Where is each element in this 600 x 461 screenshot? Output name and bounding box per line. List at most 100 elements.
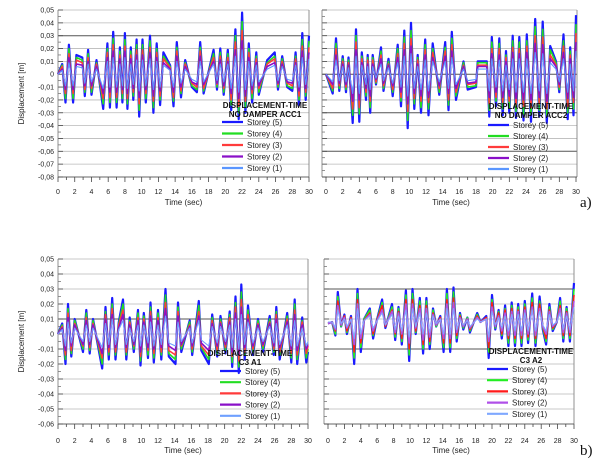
x-tick-label: 28 bbox=[554, 438, 562, 445]
x-tick-label: 4 bbox=[359, 438, 363, 445]
x-tick-label: 10 bbox=[406, 438, 414, 445]
x-tick-label: 0 bbox=[326, 438, 330, 445]
x-tick-label: 22 bbox=[505, 438, 513, 445]
x-tick-label: 4 bbox=[90, 189, 94, 196]
y-tick-label: 0,05 bbox=[40, 257, 54, 264]
y-tick-label: 0,05 bbox=[40, 8, 54, 15]
y-tick-label: -0,05 bbox=[38, 407, 54, 414]
series-line-1 bbox=[325, 51, 577, 97]
x-tick-label: 20 bbox=[221, 438, 229, 445]
x-tick-label: 6 bbox=[106, 189, 110, 196]
x-tick-label: 6 bbox=[374, 189, 378, 196]
x-axis-label: Time (sec) bbox=[165, 198, 203, 207]
y-tick-label: -0,01 bbox=[38, 347, 54, 354]
y-axis-label: Displacement [m] bbox=[17, 63, 26, 125]
x-tick-label: 0 bbox=[56, 189, 60, 196]
x-tick-label: 12 bbox=[422, 189, 430, 196]
chart-3: 0 2 4 6 8 10 12 14 16 18 20 22 24 26 28 300,050,040,030… bbox=[17, 257, 312, 456]
legend-entry: Storey (1) bbox=[512, 410, 547, 419]
legend-entry: Storey (3) bbox=[245, 389, 280, 398]
legend-title: NO DAMPER ACC2 bbox=[495, 111, 568, 120]
y-tick-label: 0,02 bbox=[40, 302, 54, 309]
x-tick-label: 26 bbox=[537, 438, 545, 445]
x-tick-label: 28 bbox=[555, 189, 563, 196]
series-line-2 bbox=[57, 39, 310, 100]
series-group bbox=[324, 15, 578, 130]
legend-entry: Storey (3) bbox=[247, 141, 282, 150]
y-tick-label: 0,02 bbox=[40, 46, 54, 53]
x-tick-label: 2 bbox=[341, 189, 345, 196]
legend-entry: Storey (4) bbox=[247, 130, 282, 139]
legend-title: DISPLACEMENT-TIME bbox=[208, 349, 293, 358]
x-tick-label: 12 bbox=[423, 438, 431, 445]
legend-entry: Storey (3) bbox=[512, 387, 547, 396]
x-tick-label: 18 bbox=[204, 438, 212, 445]
x-tick-label: 24 bbox=[255, 189, 263, 196]
y-tick-label: -0,06 bbox=[38, 149, 54, 156]
y-tick-label: -0,04 bbox=[38, 392, 54, 399]
x-tick-label: 0 bbox=[324, 189, 328, 196]
series-line-1 bbox=[328, 306, 575, 340]
x-tick-label: 12 bbox=[154, 438, 162, 445]
legend-entry: Storey (3) bbox=[513, 143, 548, 152]
x-tick-label: 4 bbox=[357, 189, 361, 196]
x-tick-label: 22 bbox=[238, 189, 246, 196]
x-axis-label: Time (sec) bbox=[432, 198, 470, 207]
x-tick-label: 20 bbox=[489, 189, 497, 196]
x-tick-label: 18 bbox=[472, 189, 480, 196]
y-tick-label: -0,05 bbox=[38, 136, 54, 143]
chart-1: 0 2 4 6 8 10 12 14 16 18 20 22 24 26 28 300,050,040,030… bbox=[17, 8, 313, 208]
x-tick-label: 8 bbox=[123, 189, 127, 196]
legend-entry: Storey (2) bbox=[245, 401, 280, 410]
y-tick-label: 0 bbox=[50, 332, 54, 339]
x-tick-label: 2 bbox=[342, 438, 346, 445]
x-tick-label: 24 bbox=[522, 189, 530, 196]
x-tick-label: 4 bbox=[89, 438, 93, 445]
x-tick-label: 18 bbox=[205, 189, 213, 196]
x-tick-label: 16 bbox=[188, 189, 196, 196]
panel-label-a: a) bbox=[580, 195, 592, 211]
x-tick-label: 30 bbox=[305, 189, 313, 196]
x-tick-label: 24 bbox=[254, 438, 262, 445]
y-tick-label: 0,01 bbox=[40, 59, 54, 66]
series-line-1 bbox=[57, 313, 309, 350]
legend-entry: Storey (4) bbox=[245, 378, 280, 387]
x-tick-label: 20 bbox=[488, 438, 496, 445]
x-tick-label: 2 bbox=[73, 438, 77, 445]
x-tick-label: 30 bbox=[570, 438, 578, 445]
legend-entry: Storey (4) bbox=[513, 132, 548, 141]
x-axis-label: Time (sec) bbox=[432, 446, 470, 455]
y-tick-label: 0,03 bbox=[40, 287, 54, 294]
legend-title: NO DAMPER ACC1 bbox=[229, 110, 302, 119]
x-tick-label: 14 bbox=[171, 438, 179, 445]
x-tick-label: 30 bbox=[304, 438, 312, 445]
y-tick-label: 0,04 bbox=[40, 272, 54, 279]
x-tick-label: 24 bbox=[521, 438, 529, 445]
legend-title: C3 A1 bbox=[239, 358, 262, 367]
series-group bbox=[56, 11, 311, 121]
x-tick-label: 20 bbox=[221, 189, 229, 196]
x-tick-label: 6 bbox=[375, 438, 379, 445]
x-tick-label: 12 bbox=[155, 189, 163, 196]
y-tick-label: 0,03 bbox=[40, 33, 54, 40]
legend-entry: Storey (2) bbox=[512, 399, 547, 408]
y-tick-label: -0,01 bbox=[38, 85, 54, 92]
y-tick-label: -0,03 bbox=[38, 377, 54, 384]
series-line-1 bbox=[57, 49, 310, 93]
y-tick-label: -0,06 bbox=[38, 422, 54, 429]
legend-entry: Storey (5) bbox=[512, 365, 547, 374]
legend-title: DISPLACEMENT-TIME bbox=[489, 347, 574, 356]
series-group bbox=[56, 283, 310, 375]
legend-title: DISPLACEMENT-TIME bbox=[223, 101, 308, 110]
x-tick-label: 28 bbox=[288, 189, 296, 196]
y-tick-label: 0,04 bbox=[40, 20, 54, 27]
x-tick-label: 26 bbox=[271, 438, 279, 445]
y-tick-label: -0,08 bbox=[38, 175, 54, 182]
legend-entry: Storey (1) bbox=[245, 412, 280, 421]
x-tick-label: 22 bbox=[505, 189, 513, 196]
